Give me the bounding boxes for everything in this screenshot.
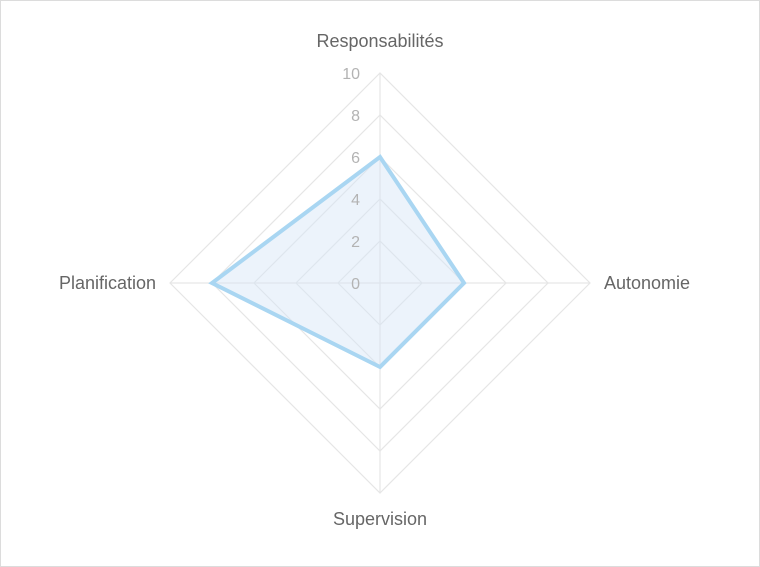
tick-labels: 0 2 4 6 8 10: [342, 66, 360, 293]
axis-label-supervision: Supervision: [333, 509, 427, 529]
tick-label-0: 0: [351, 276, 360, 293]
axis-labels: Responsabilités Autonomie Supervision Pl…: [59, 31, 690, 529]
tick-label-10: 10: [342, 66, 360, 83]
series-layer: [208, 154, 467, 370]
axis-label-autonomie: Autonomie: [604, 273, 690, 293]
axis-label-responsabilites: Responsabilités: [316, 31, 443, 51]
series-area-0: [208, 154, 467, 370]
tick-label-4: 4: [351, 192, 360, 209]
axis-label-planification: Planification: [59, 273, 156, 293]
tick-label-2: 2: [351, 234, 360, 251]
tick-label-6: 6: [351, 150, 360, 167]
tick-label-8: 8: [351, 108, 360, 125]
grid-spokes: [170, 73, 590, 493]
